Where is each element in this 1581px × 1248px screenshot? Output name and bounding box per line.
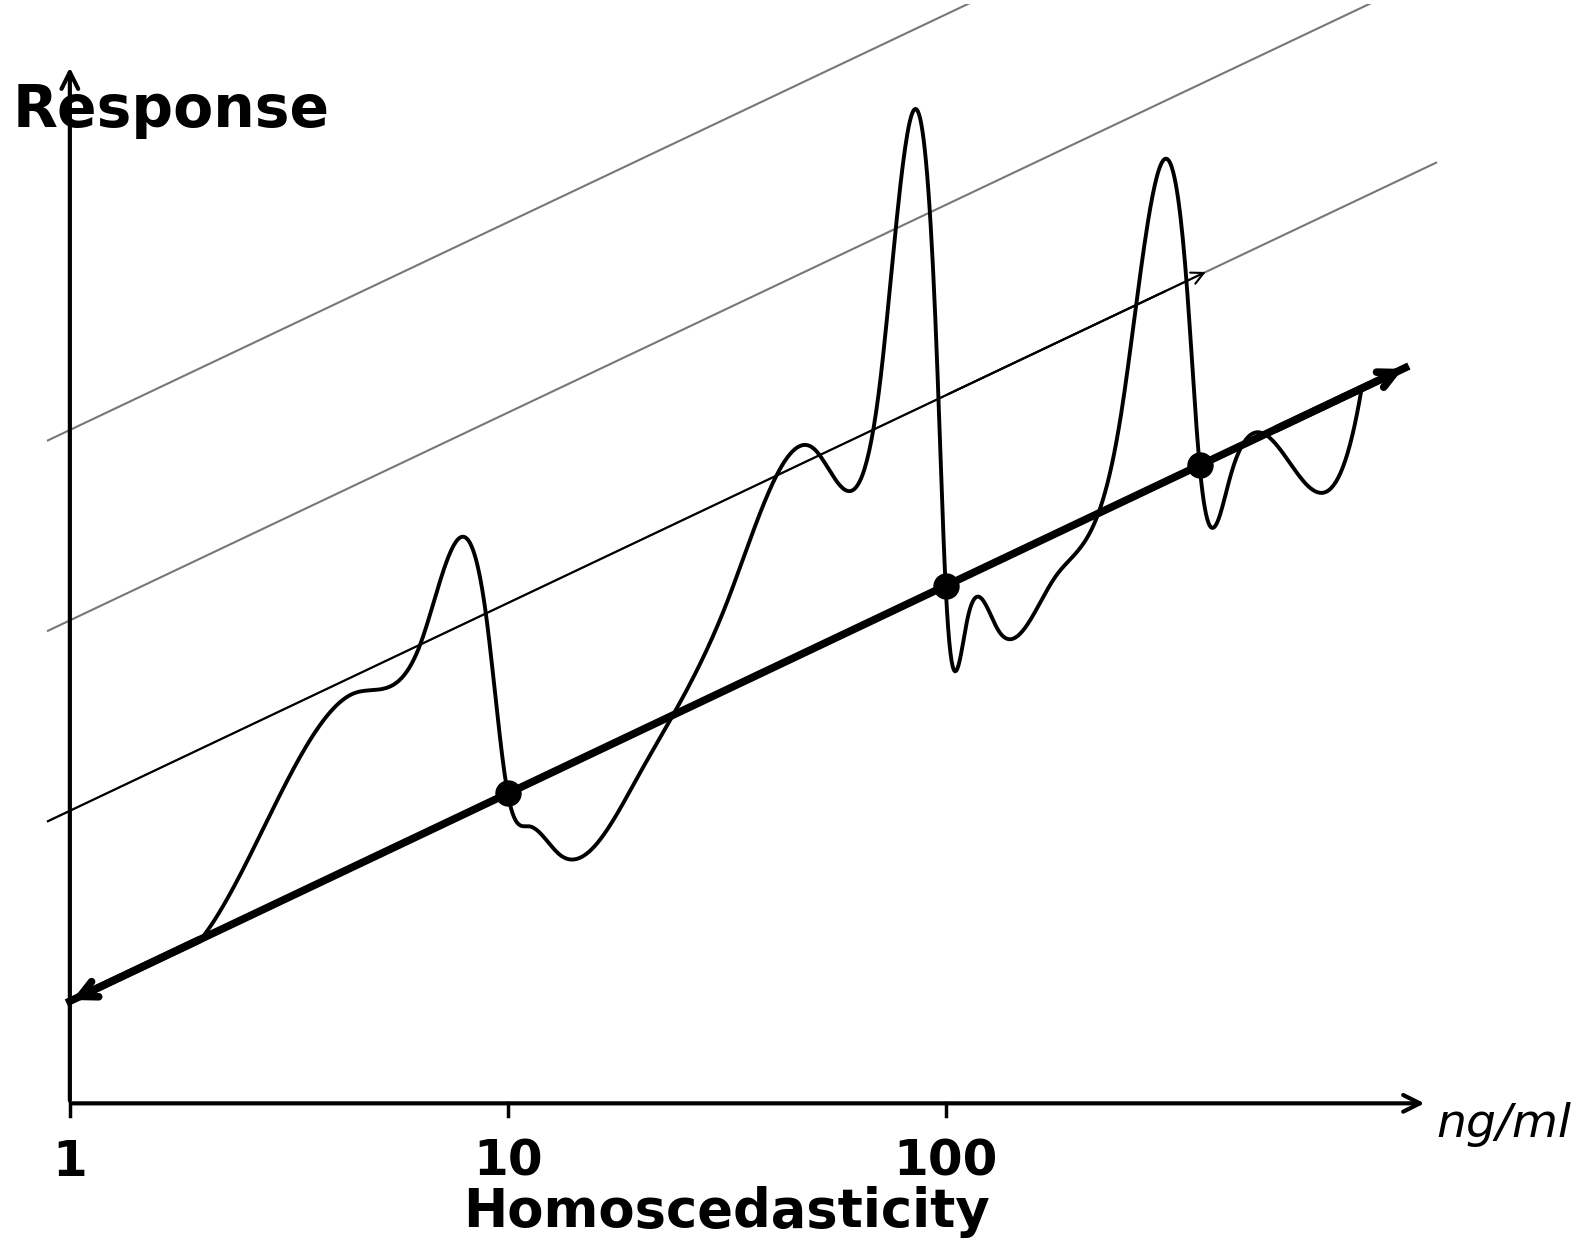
- Text: ng/ml: ng/ml: [1436, 1102, 1572, 1147]
- Text: 100: 100: [893, 1138, 998, 1186]
- Text: 1: 1: [52, 1138, 87, 1186]
- Text: 10: 10: [473, 1138, 542, 1186]
- Text: Response: Response: [13, 82, 330, 139]
- Text: Homoscedasticity: Homoscedasticity: [463, 1186, 990, 1238]
